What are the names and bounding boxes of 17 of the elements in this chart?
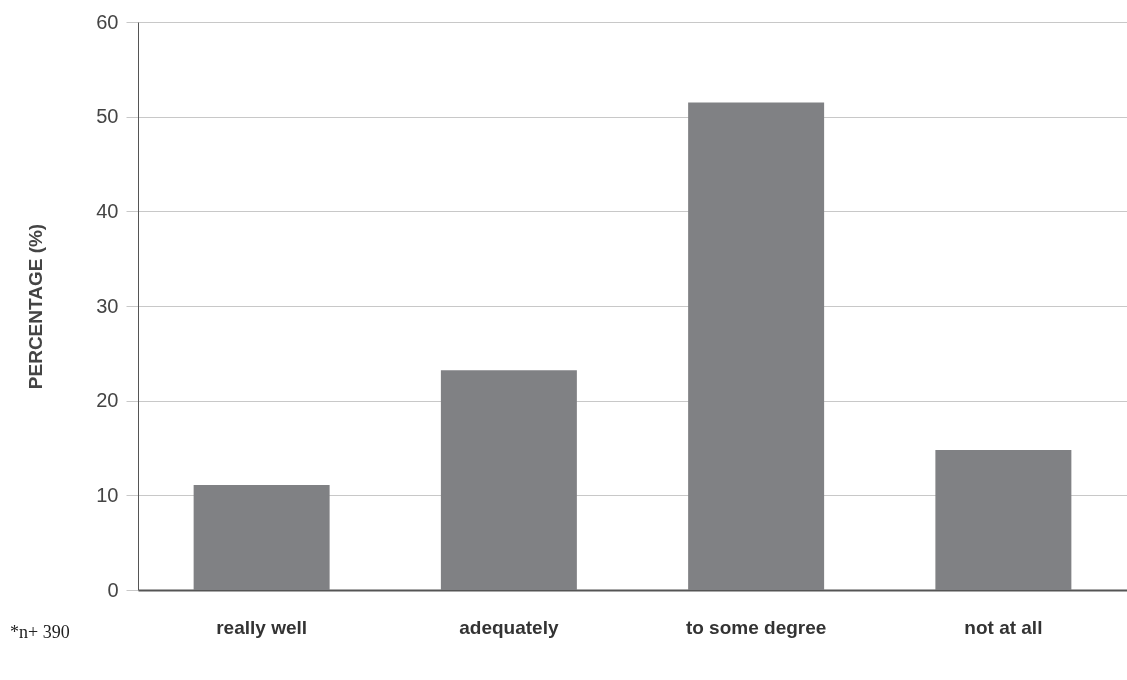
bar xyxy=(935,449,1072,590)
x-tick-label: adequately xyxy=(459,616,559,638)
y-tick-label: 60 xyxy=(96,10,119,33)
text: *n+ 390 xyxy=(10,622,70,642)
y-tick-label: 10 xyxy=(96,483,119,506)
y-tick-label: 50 xyxy=(96,105,119,128)
y-tick-label: 20 xyxy=(96,389,119,412)
bar xyxy=(688,102,825,590)
bar xyxy=(193,484,330,590)
x-tick-label: to some degree xyxy=(685,616,827,638)
y-tick-label: 40 xyxy=(96,199,119,222)
x-tick-label: really well xyxy=(216,616,308,638)
x-tick-label: not at all xyxy=(964,616,1043,638)
y-tick-label: 0 xyxy=(107,578,119,601)
y-axis-title: PERCENTAGE (%) xyxy=(25,223,47,390)
bar xyxy=(440,370,577,590)
y-tick-label: 30 xyxy=(96,294,119,317)
